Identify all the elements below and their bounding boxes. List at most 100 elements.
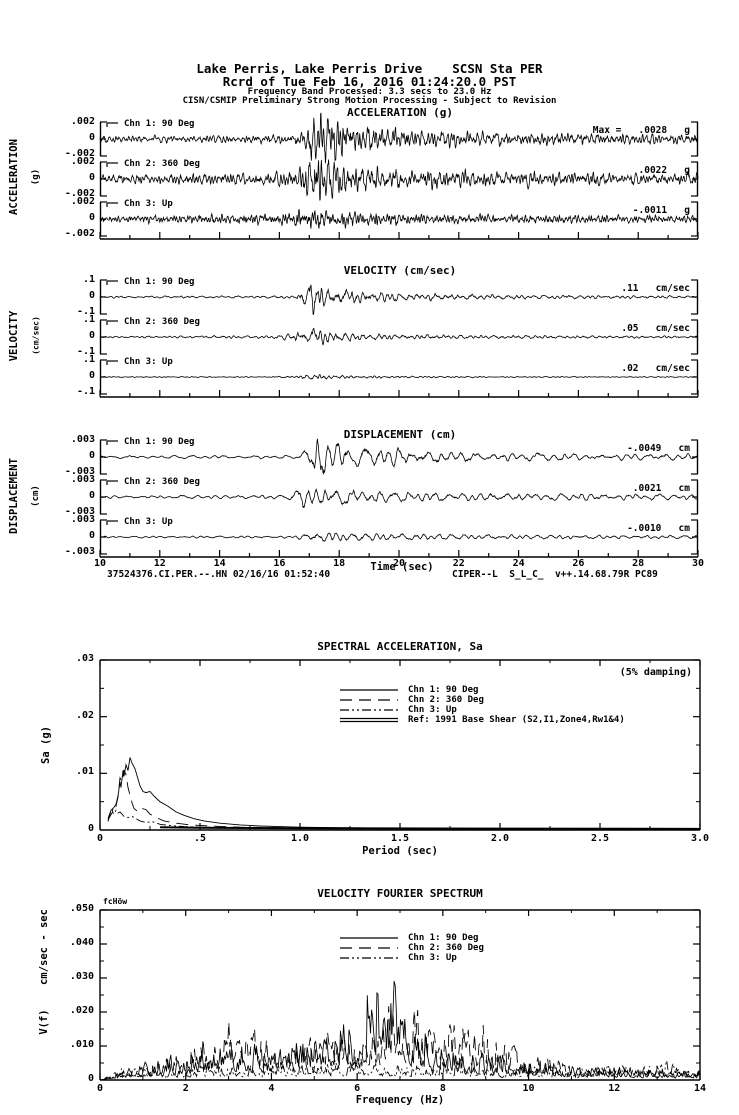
channel-label: Chn 1: 90 Deg xyxy=(124,277,195,287)
acceleration-title: ACCELERATION (g) xyxy=(347,106,453,119)
fourier-x-tick-label: 6 xyxy=(354,1083,361,1094)
y-tick-label: -.002 xyxy=(64,188,95,199)
fourier-y-tick-label: .040 xyxy=(69,937,94,948)
y-tick-label: .002 xyxy=(70,196,95,207)
y-tick-label: .1 xyxy=(82,354,95,365)
channel-label: Chn 1: 90 Deg xyxy=(124,119,195,129)
channel-label: Chn 2: 360 Deg xyxy=(124,317,200,327)
y-tick-label: 0 xyxy=(88,172,95,183)
legend-entry: Chn 1: 90 Deg xyxy=(408,685,479,695)
peak-value-label: .0021 cm xyxy=(632,483,690,494)
channel-label: Chn 3: Up xyxy=(124,199,173,209)
legend-entry: Chn 2: 360 Deg xyxy=(408,695,484,705)
y-tick-label: 0 xyxy=(88,490,95,501)
y-tick-label: -.003 xyxy=(64,466,95,477)
y-tick-label: .003 xyxy=(70,474,95,485)
channel-label: Chn 1: 90 Deg xyxy=(124,437,195,447)
sa-y-tick-label: .02 xyxy=(75,709,94,721)
x-tick-label: 10 xyxy=(93,558,107,569)
y-tick-label: -.003 xyxy=(64,546,95,557)
peak-value-label: -.0049 cm xyxy=(627,443,690,454)
y-tick-label: .003 xyxy=(70,514,95,525)
velocity-axis-label: VELOCITY xyxy=(8,310,20,362)
channel-label: Chn 2: 360 Deg xyxy=(124,159,200,169)
peak-value-label: -.0011 g xyxy=(632,205,690,216)
y-tick-label: .1 xyxy=(82,314,95,325)
y-tick-label: -.002 xyxy=(64,228,95,239)
station-line: Lake Perris, Lake Perris Drive SCSN Sta … xyxy=(196,61,543,76)
sa-y-tick-label: 0 xyxy=(87,823,94,834)
fourier-x-tick-label: 4 xyxy=(268,1083,275,1094)
sa-y-tick-label: .01 xyxy=(75,766,94,778)
sa-axis-label: Sa (g) xyxy=(40,726,52,764)
peak-value-label: .05 cm/sec xyxy=(621,323,690,334)
legend-entry: Ref: 1991 Base Shear (S2,I1,Zone4,Rw1&4) xyxy=(408,715,625,725)
fourier-y-tick-label: .050 xyxy=(69,903,94,914)
x-tick-label: 26 xyxy=(572,558,585,569)
peak-value-label: .02 cm/sec xyxy=(621,363,690,374)
sa-x-tick-label: 2.5 xyxy=(590,833,610,844)
x-tick-label: 14 xyxy=(213,558,226,569)
peak-value-label: .0022 g xyxy=(638,165,690,176)
processing-id-footer: CIPER--L S_L_C_ v++.14.68.79R PC89 xyxy=(452,569,658,580)
velocity-title: VELOCITY (cm/sec) xyxy=(343,264,457,277)
sa-x-tick-label: 0 xyxy=(96,833,104,844)
fourier-y-tick-label: .010 xyxy=(69,1039,94,1050)
legend-entry: Chn 3: Up xyxy=(408,953,457,963)
fourier-y-tick-label: .020 xyxy=(69,1005,94,1016)
y-tick-label: .1 xyxy=(82,274,95,285)
damping-annotation: (5% damping) xyxy=(619,667,692,678)
fc-corner-label: fcHöw xyxy=(103,897,128,906)
peak-value-label: .11 cm/sec xyxy=(621,283,690,294)
x-tick-label: 24 xyxy=(512,558,525,569)
fourier-x-tick-label: 12 xyxy=(608,1083,621,1094)
x-tick-label: 30 xyxy=(691,558,705,569)
legend-entry: Chn 3: Up xyxy=(408,705,457,715)
y-tick-label: 0 xyxy=(88,132,95,143)
channel-label: Chn 3: Up xyxy=(124,357,173,367)
fourier-x-tick-label: 14 xyxy=(693,1083,707,1094)
y-tick-label: 0 xyxy=(88,450,95,461)
y-tick-label: -.1 xyxy=(76,306,95,317)
x-tick-label: 12 xyxy=(153,558,166,569)
x-tick-label: 18 xyxy=(333,558,346,569)
y-tick-label: 0 xyxy=(88,330,95,341)
y-tick-label: 0 xyxy=(88,290,95,301)
legend-entry: Chn 2: 360 Deg xyxy=(408,943,484,953)
fourier-y-tick-label: 0 xyxy=(87,1073,94,1084)
y-tick-label: -.002 xyxy=(64,148,95,159)
frequency-band-line: Frequency Band Processed: 3.3 secs to 23… xyxy=(247,87,492,97)
sa-x-tick-label: 1.0 xyxy=(290,833,310,844)
processing-disclaimer-line: CISN/CSMIP Preliminary Strong Motion Pro… xyxy=(182,96,557,106)
fourier-y-tick-label: .030 xyxy=(69,971,94,982)
spectral-acceleration-title: SPECTRAL ACCELERATION, Sa xyxy=(317,640,483,653)
sa-x-tick-label: .5 xyxy=(193,833,207,844)
sa-y-tick-label: .03 xyxy=(75,653,94,664)
legend-entry: Chn 1: 90 Deg xyxy=(408,933,479,943)
displacement-axis-label: DISPLACEMENT xyxy=(8,458,20,534)
fourier-x-tick-label: 2 xyxy=(182,1083,189,1094)
fourier-x-tick-label: 0 xyxy=(96,1083,104,1094)
acceleration-axis-label: ACCELERATION xyxy=(8,139,20,215)
sa-x-tick-label: 2.0 xyxy=(490,833,510,844)
period-axis-label: Period (sec) xyxy=(362,845,438,857)
y-tick-label: -.003 xyxy=(64,506,95,517)
displacement-title: DISPLACEMENT (cm) xyxy=(343,428,457,441)
record-id-footer: 37524376.CI.PER.--.HN 02/16/16 01:52:40 xyxy=(107,569,331,580)
y-tick-label: 0 xyxy=(88,370,95,381)
sa-x-tick-label: 1.5 xyxy=(390,833,410,844)
y-tick-label: 0 xyxy=(88,212,95,223)
y-tick-label: .002 xyxy=(70,156,95,167)
x-tick-label: 22 xyxy=(452,558,465,569)
y-tick-label: -.1 xyxy=(76,346,95,357)
x-tick-label: 20 xyxy=(392,558,406,569)
record-time-line: Rcrd of Tue Feb 16, 2016 01:24:20.0 PST xyxy=(222,74,517,89)
sa-x-tick-label: 3.0 xyxy=(690,833,710,844)
fourier-x-tick-label: 10 xyxy=(522,1083,535,1094)
y-tick-label: 0 xyxy=(88,530,95,541)
fourier-x-tick-label: 8 xyxy=(439,1083,446,1094)
peak-value-label: -.0010 cm xyxy=(627,523,690,534)
peak-value-label: Max = .0028 g xyxy=(592,125,690,136)
channel-label: Chn 3: Up xyxy=(124,517,173,527)
